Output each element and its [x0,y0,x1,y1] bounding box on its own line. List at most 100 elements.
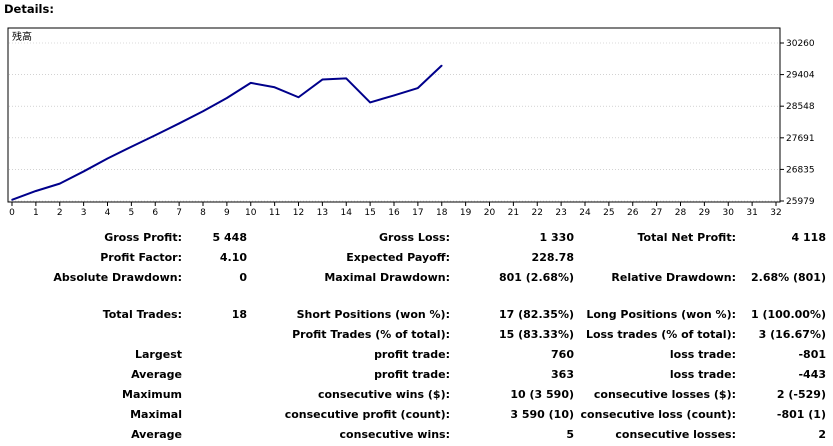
average-loss-label: loss trade: [669,368,736,381]
maximal-drawdown-value: 801 (2.68%) [498,271,574,284]
x-tick-label: 7 [176,208,182,218]
average-consec-losses-label: consecutive losses: [615,428,736,441]
maximal-label: Maximal [130,408,182,421]
balance-point [249,82,252,84]
chart-legend-label: 残高 [12,30,32,43]
maximal-profit-label: consecutive profit (count): [284,408,450,421]
x-tick-label: 19 [460,208,472,218]
balance-point [345,77,348,80]
profit-factor-label: Profit Factor: [100,251,182,264]
balance-point [178,122,180,125]
total-trades-label: Total Trades: [102,308,182,321]
x-tick-label: 31 [746,208,757,218]
balance-point [369,101,371,104]
balance-point [417,87,419,89]
x-tick-label: 17 [412,208,423,218]
x-tick-label: 16 [388,208,400,218]
chart-plot-area [7,27,781,203]
x-tick-label: 0 [9,208,15,218]
gross-loss-label: Gross Loss: [379,231,450,244]
x-tick-label: 5 [129,208,135,218]
maximal-profit-value: 3 590 (10) [510,408,574,421]
x-tick-label: 28 [675,208,687,218]
balance-point [58,182,61,185]
x-tick-label: 12 [293,208,304,218]
gross-profit-label: Gross Profit: [104,231,182,244]
x-tick-label: 6 [152,208,158,218]
y-tick-label: 26835 [786,165,815,175]
y-tick-label: 27691 [786,134,815,144]
balance-point [154,134,157,137]
y-tick-label: 29404 [786,71,815,81]
expected-payoff-value: 228.78 [531,251,574,264]
long-positions-label: Long Positions (won %): [586,308,736,321]
maximal-drawdown-label: Maximal Drawdown: [324,271,450,284]
total-trades-value: 18 [231,308,247,321]
gross-profit-value: 5 448 [212,231,247,244]
x-tick-label: 15 [364,208,375,218]
average-profit-label: profit trade: [374,368,450,381]
x-tick-label: 1 [33,208,39,218]
average-consec-losses-value: 2 [818,428,826,441]
average-consec-label: Average [131,428,182,441]
maximum-wins-value: 10 (3 590) [510,388,574,401]
x-tick-label: 30 [723,208,735,218]
balance-point [321,78,324,81]
maximum-losses-label: consecutive losses ($): [593,388,736,401]
expected-payoff-label: Expected Payoff: [346,251,450,264]
total-net-profit-label: Total Net Profit: [637,231,737,244]
x-tick-label: 24 [579,208,591,218]
y-tick-label: 30260 [786,39,815,49]
average-consec-wins-value: 5 [566,428,574,441]
balance-chart: 残高 0 1 2 3 4 5 6 7 8 9 10 11 12 13 14 15 16 17 18 19 20 21 22 2… [7,27,815,218]
short-positions-label: Short Positions (won %): [296,308,450,321]
balance-point [106,157,109,160]
chart-grid [9,42,779,202]
y-tick-label: 28548 [786,102,815,112]
balance-point [82,170,85,173]
maximum-label: Maximum [122,388,182,401]
loss-trades-value: 3 (16.67%) [758,328,826,341]
x-tick-label: 8 [200,208,206,218]
x-tick-label: 18 [436,208,448,218]
relative-drawdown-label: Relative Drawdown: [611,271,736,284]
balance-point [226,97,228,99]
x-tick-label: 13 [317,208,328,218]
loss-trades-label: Loss trades (% of total): [585,328,736,341]
x-tick-label: 9 [224,208,230,218]
x-tick-label: 27 [651,208,662,218]
balance-point [202,110,204,113]
x-tick-label: 23 [555,208,566,218]
profit-trades-value: 15 (83.33%) [498,328,574,341]
largest-loss-label: loss trade: [669,348,736,361]
x-tick-label: 11 [269,208,280,218]
gross-loss-value: 1 330 [539,231,574,244]
details-title: Details: [4,2,54,16]
average-loss-value: -443 [798,368,826,381]
largest-profit-value: 760 [551,348,574,361]
balance-point [35,190,37,192]
x-tick-label: 22 [532,208,543,218]
x-tick-label: 29 [699,208,711,218]
average-consec-wins-label: consecutive wins: [339,428,450,441]
y-axis: 30260 29404 28548 27691 26835 25979 [780,39,815,207]
balance-point [297,96,300,99]
average-profit-value: 363 [551,368,574,381]
maximal-loss-value: -801 (1) [776,408,826,421]
largest-label: Largest [135,348,182,361]
x-tick-label: 32 [770,208,781,218]
balance-point [393,94,395,97]
x-tick-label: 3 [81,208,87,218]
absolute-drawdown-label: Absolute Drawdown: [53,271,182,284]
balance-point [273,86,276,89]
x-tick-label: 25 [603,208,614,218]
average-label: Average [131,368,182,381]
x-tick-label: 26 [627,208,639,218]
profit-trades-label: Profit Trades (% of total): [292,328,450,341]
largest-loss-value: -801 [798,348,826,361]
series-layer [11,64,443,201]
maximal-loss-label: consecutive loss (count): [580,408,736,421]
x-tick-label: 2 [57,208,63,218]
x-tick-label: 4 [105,208,111,218]
x-tick-label: 14 [341,208,353,218]
